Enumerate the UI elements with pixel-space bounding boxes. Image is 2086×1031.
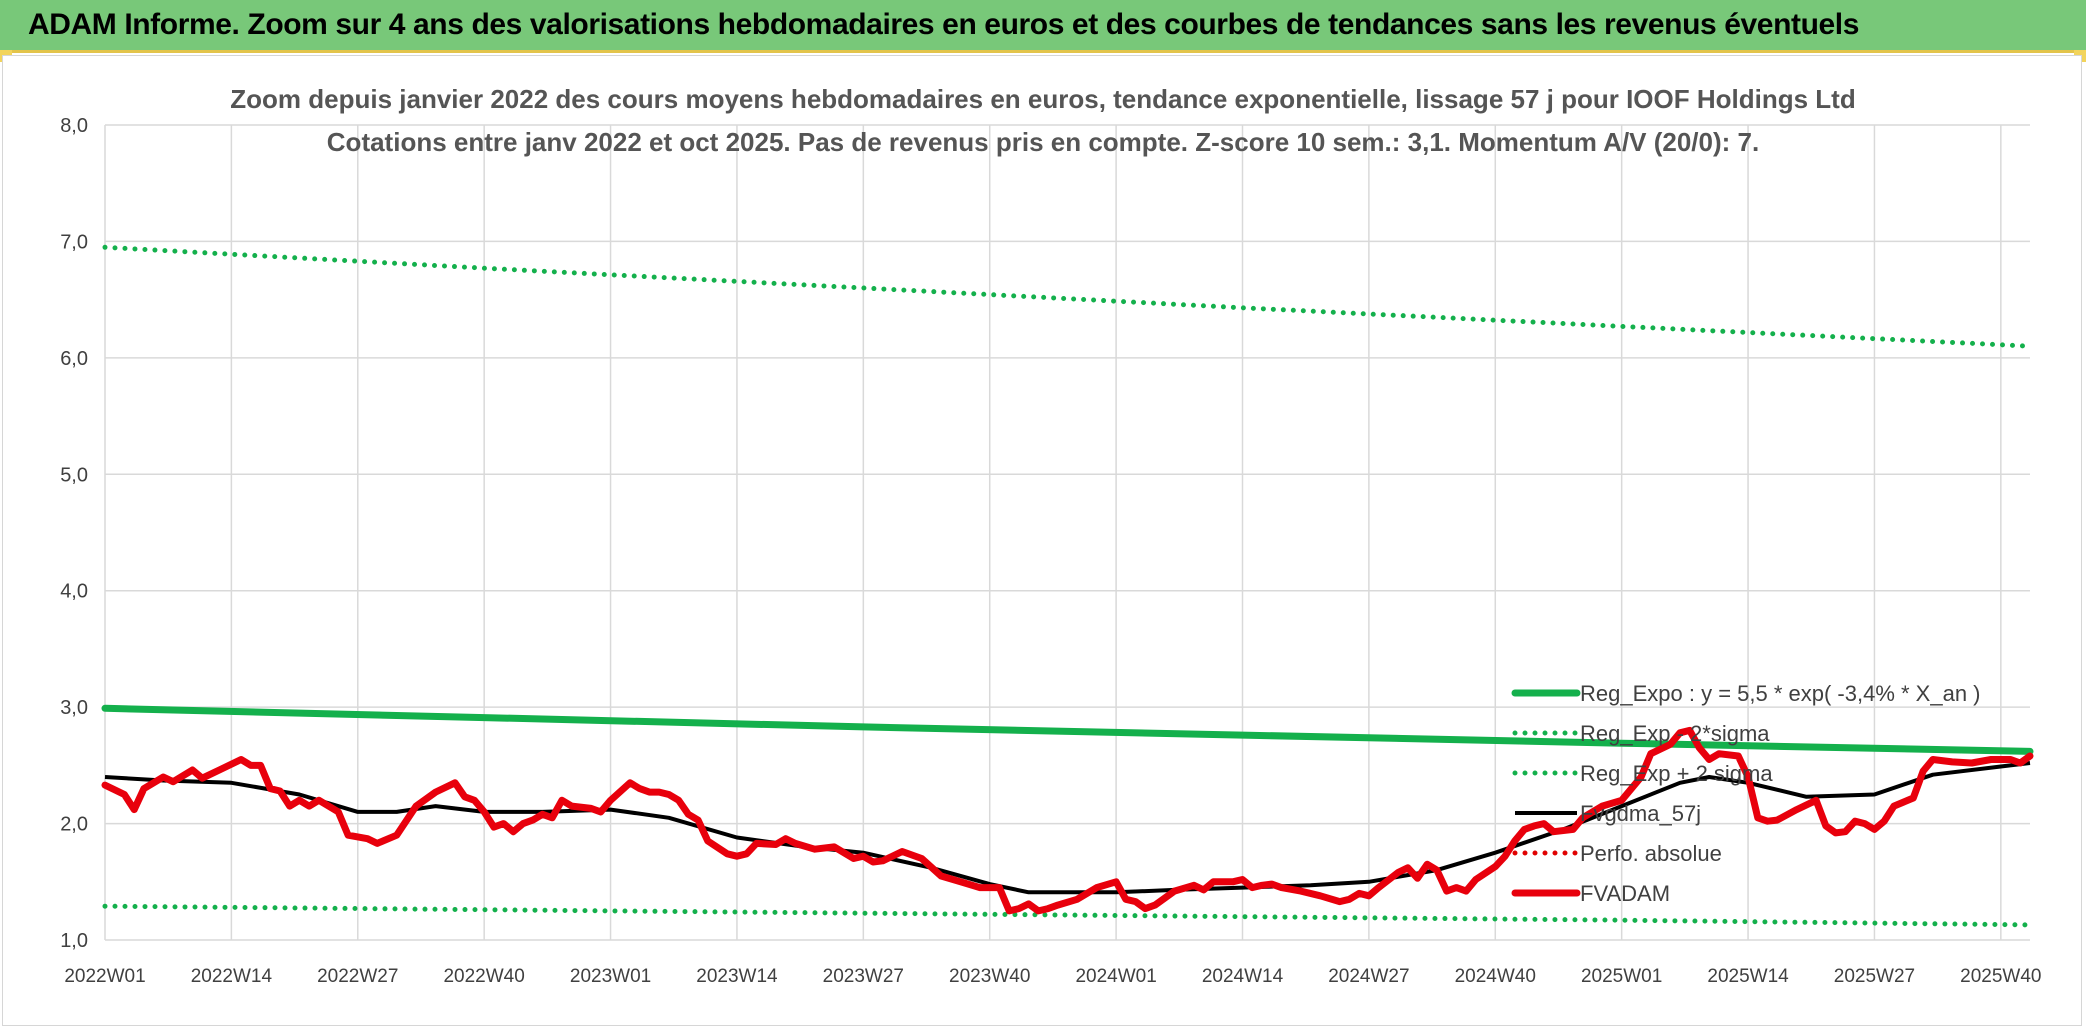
y-tick-label: 6,0 — [60, 348, 88, 370]
y-tick-label: 8,0 — [60, 115, 88, 137]
y-tick-label: 3,0 — [60, 697, 88, 719]
series-line — [102, 903, 2033, 928]
x-tick-label: 2024W14 — [1202, 966, 1284, 987]
y-tick-label: 1,0 — [60, 930, 88, 952]
y-tick-label: 5,0 — [60, 464, 88, 486]
y-tick-label: 2,0 — [60, 814, 88, 836]
x-tick-label: 2024W40 — [1455, 966, 1536, 987]
x-tick-label: 2022W40 — [443, 966, 524, 987]
series-line — [102, 244, 2033, 349]
legend-label: Reg_Expo : y = 5,5 * exp( -3,4% * X_an ) — [1580, 681, 1981, 706]
x-tick-label: 2025W27 — [1834, 966, 1915, 987]
legend-label: FVADAM — [1580, 881, 1670, 906]
legend-label: Reg_Exp + 2 sigma — [1580, 761, 1773, 786]
chart-grid — [104, 124, 2030, 941]
legend-label: Reg_Exp - 2*sigma — [1580, 721, 1770, 746]
x-tick-label: 2024W01 — [1075, 966, 1156, 987]
legend-label: Perfo. absolue — [1580, 841, 1722, 866]
x-tick-label: 2025W01 — [1581, 966, 1662, 987]
x-tick-label: 2023W01 — [570, 966, 651, 987]
x-tick-label: 2024W27 — [1328, 966, 1409, 987]
chart-series — [101, 244, 2034, 928]
chart-title: Zoom depuis janvier 2022 des cours moyen… — [230, 84, 1855, 114]
x-tick-label: 2023W14 — [696, 966, 778, 987]
x-tick-label: 2025W14 — [1707, 966, 1789, 987]
y-axis-ticks: 1,0 2,0 3,0 4,0 5,0 6,0 7,0 8,0 — [60, 115, 88, 952]
series-line — [101, 726, 2034, 915]
report-title: ADAM Informe. Zoom sur 4 ans des valoris… — [28, 8, 1860, 41]
x-tick-label: 2025W40 — [1960, 966, 2041, 987]
x-tick-label: 2022W27 — [317, 966, 398, 987]
legend-label: Fvgdma_57j — [1580, 801, 1701, 826]
x-tick-label: 2022W01 — [64, 966, 145, 987]
x-tick-label: 2023W40 — [949, 966, 1030, 987]
chart-frame — [2, 55, 2082, 1026]
x-tick-label: 2022W14 — [191, 966, 273, 987]
y-tick-label: 4,0 — [60, 581, 88, 603]
series-line — [101, 704, 2034, 755]
chart-legend: Reg_Expo : y = 5,5 * exp( -3,4% * X_an )… — [1511, 681, 1981, 906]
x-tick-label: 2023W27 — [823, 966, 904, 987]
chart-subtitle: Cotations entre janv 2022 et oct 2025. P… — [327, 127, 1759, 157]
y-tick-label: 7,0 — [60, 231, 88, 253]
report-banner: ADAM Informe. Zoom sur 4 ans des valoris… — [0, 0, 2086, 53]
x-axis-ticks: 2022W01 2022W14 2022W27 2022W40 2023W01 2023W… — [64, 966, 2041, 987]
